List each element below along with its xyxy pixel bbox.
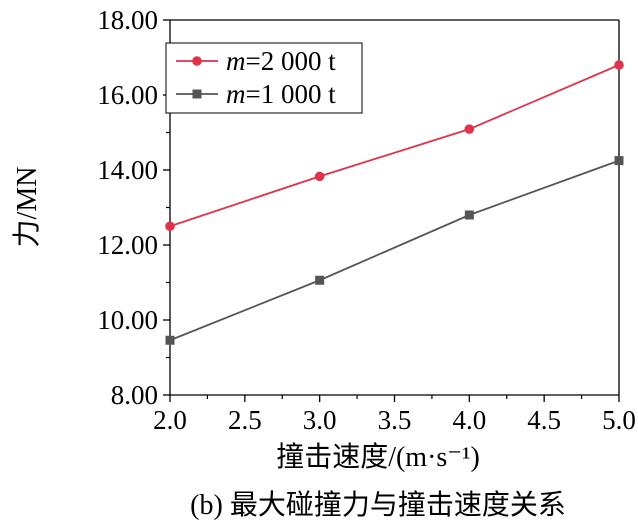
legend-item-1: m=2 000 t [176,46,336,76]
x-tick-label: 4.0 [452,405,486,435]
y-axis-title: 力/MN [11,167,43,248]
series-1 [165,60,624,232]
series-2 [165,156,624,345]
legend-marker [192,56,202,66]
data-point [315,275,325,285]
series-line [169,159,620,342]
legend-label: m=1 000 t [226,79,336,109]
legend: m=2 000 tm=1 000 t [165,42,363,114]
y-tick-label: 8.00 [111,380,158,410]
data-point [165,221,175,232]
x-tick-label: 2.5 [228,405,262,435]
data-point [464,124,475,134]
figure-caption: (b) 最大碰撞力与撞击速度关系 [190,489,566,521]
x-tick-label: 3.0 [303,405,337,435]
data-point [165,335,175,345]
y-tick-label: 10.00 [97,305,158,335]
data-point [314,171,325,182]
series-layer [165,60,624,345]
x-tick-label: 4.5 [527,405,561,435]
x-axis-ticks: 2.0 2.5 3.0 3.5 4.0 4.5 5.0 [153,395,636,435]
legend-label: m=2 000 t [226,46,336,76]
series-line [169,64,620,228]
data-point [464,210,474,220]
y-tick-label: 14.00 [97,155,158,185]
legend-item-2: m=1 000 t [176,79,336,109]
x-axis-title: 撞击速度/(m·s⁻¹) [276,441,480,473]
y-tick-label: 16.00 [97,80,158,110]
data-point [614,156,624,166]
data-point [614,60,624,70]
y-axis-ticks: 8.00 10.00 12.00 14.00 16.00 18.00 [97,5,170,410]
legend-marker [192,89,202,99]
x-tick-label: 3.5 [378,405,412,435]
y-tick-label: 18.00 [97,5,158,35]
legend-box [165,42,363,114]
y-tick-label: 12.00 [97,230,158,260]
x-tick-label: 2.0 [153,405,187,435]
x-tick-label: 5.0 [602,405,636,435]
